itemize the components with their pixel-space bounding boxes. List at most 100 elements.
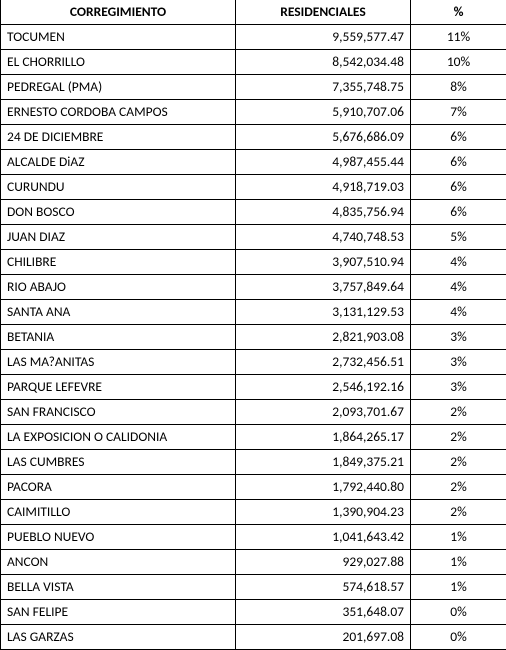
table-row: SAN FRANCISCO2,093,701.672% [1,400,506,425]
cell-percent: 3% [411,375,506,400]
table-row: ALCALDE DiAZ4,987,455.446% [1,150,506,175]
table-row: ERNESTO CORDOBA CAMPOS5,910,707.067% [1,100,506,125]
cell-percent: 8% [411,75,506,100]
cell-corregimiento: EL CHORRILLO [1,50,236,75]
cell-corregimiento: ANCON [1,550,236,575]
cell-percent: 2% [411,400,506,425]
cell-corregimiento: ERNESTO CORDOBA CAMPOS [1,100,236,125]
table-row: PUEBLO NUEVO1,041,643.421% [1,525,506,550]
cell-corregimiento: SAN FELIPE [1,600,236,625]
cell-residenciales: 4,918,719.03 [236,175,411,200]
cell-residenciales: 3,131,129.53 [236,300,411,325]
cell-corregimiento: CURUNDU [1,175,236,200]
cell-residenciales: 5,910,707.06 [236,100,411,125]
cell-corregimiento: BELLA VISTA [1,575,236,600]
cell-percent: 1% [411,550,506,575]
table-row: SAN FELIPE351,648.070% [1,600,506,625]
cell-residenciales: 4,740,748.53 [236,225,411,250]
cell-percent: 2% [411,450,506,475]
cell-percent: 5% [411,225,506,250]
table-row: JUAN DIAZ4,740,748.535% [1,225,506,250]
cell-corregimiento: TOCUMEN [1,25,236,50]
cell-percent: 6% [411,125,506,150]
cell-corregimiento: CHILIBRE [1,250,236,275]
table-header: CORREGIMIENTO RESIDENCIALES % [1,0,506,25]
header-percent: % [411,0,506,25]
cell-residenciales: 2,546,192.16 [236,375,411,400]
cell-percent: 3% [411,350,506,375]
cell-corregimiento: SAN FRANCISCO [1,400,236,425]
header-residenciales: RESIDENCIALES [236,0,411,25]
cell-residenciales: 1,792,440.80 [236,475,411,500]
cell-percent: 7% [411,100,506,125]
corregimiento-table: CORREGIMIENTO RESIDENCIALES % TOCUMEN9,5… [0,0,506,650]
cell-residenciales: 9,559,577.47 [236,25,411,50]
table-row: ANCON929,027.881% [1,550,506,575]
table-row: TOCUMEN9,559,577.4711% [1,25,506,50]
cell-residenciales: 2,732,456.51 [236,350,411,375]
table-row: 24 DE DICIEMBRE5,676,686.096% [1,125,506,150]
cell-corregimiento: 24 DE DICIEMBRE [1,125,236,150]
cell-corregimiento: JUAN DIAZ [1,225,236,250]
cell-residenciales: 929,027.88 [236,550,411,575]
table-row: DON BOSCO4,835,756.946% [1,200,506,225]
table-row: LAS GARZAS201,697.080% [1,625,506,650]
cell-percent: 2% [411,500,506,525]
cell-residenciales: 7,355,748.75 [236,75,411,100]
cell-percent: 3% [411,325,506,350]
cell-residenciales: 201,697.08 [236,625,411,650]
table-row: CURUNDU4,918,719.036% [1,175,506,200]
cell-residenciales: 2,821,903.08 [236,325,411,350]
cell-corregimiento: PUEBLO NUEVO [1,525,236,550]
table-row: PEDREGAL (PMA)7,355,748.758% [1,75,506,100]
table-row: BETANIA2,821,903.083% [1,325,506,350]
table-row: CHILIBRE3,907,510.944% [1,250,506,275]
cell-corregimiento: LAS CUMBRES [1,450,236,475]
table-header-row: CORREGIMIENTO RESIDENCIALES % [1,0,506,25]
cell-residenciales: 1,849,375.21 [236,450,411,475]
cell-corregimiento: PACORA [1,475,236,500]
cell-residenciales: 1,390,904.23 [236,500,411,525]
cell-residenciales: 4,987,455.44 [236,150,411,175]
cell-percent: 4% [411,275,506,300]
cell-percent: 6% [411,200,506,225]
cell-corregimiento: RIO ABAJO [1,275,236,300]
table-row: PARQUE LEFEVRE2,546,192.163% [1,375,506,400]
table-row: RIO ABAJO3,757,849.644% [1,275,506,300]
cell-percent: 6% [411,175,506,200]
cell-corregimiento: DON BOSCO [1,200,236,225]
cell-corregimiento: BETANIA [1,325,236,350]
cell-percent: 6% [411,150,506,175]
cell-corregimiento: PARQUE LEFEVRE [1,375,236,400]
table-row: CAIMITILLO1,390,904.232% [1,500,506,525]
cell-residenciales: 351,648.07 [236,600,411,625]
cell-corregimiento: LAS MA?ANITAS [1,350,236,375]
cell-residenciales: 2,093,701.67 [236,400,411,425]
cell-residenciales: 4,835,756.94 [236,200,411,225]
cell-percent: 2% [411,475,506,500]
cell-percent: 2% [411,425,506,450]
table-row: EL CHORRILLO8,542,034.4810% [1,50,506,75]
table-row: LA EXPOSICION O CALIDONIA1,864,265.172% [1,425,506,450]
cell-corregimiento: LAS GARZAS [1,625,236,650]
cell-percent: 4% [411,250,506,275]
cell-residenciales: 8,542,034.48 [236,50,411,75]
cell-percent: 0% [411,600,506,625]
cell-percent: 11% [411,25,506,50]
cell-corregimiento: LA EXPOSICION O CALIDONIA [1,425,236,450]
table-row: LAS MA?ANITAS2,732,456.513% [1,350,506,375]
cell-residenciales: 1,041,643.42 [236,525,411,550]
cell-percent: 1% [411,575,506,600]
cell-residenciales: 5,676,686.09 [236,125,411,150]
table-row: BELLA VISTA574,618.571% [1,575,506,600]
cell-corregimiento: CAIMITILLO [1,500,236,525]
table-body: TOCUMEN9,559,577.4711%EL CHORRILLO8,542,… [1,25,506,650]
cell-percent: 10% [411,50,506,75]
cell-corregimiento: PEDREGAL (PMA) [1,75,236,100]
cell-corregimiento: SANTA ANA [1,300,236,325]
cell-residenciales: 3,907,510.94 [236,250,411,275]
table-row: PACORA1,792,440.802% [1,475,506,500]
cell-percent: 0% [411,625,506,650]
data-table-container: CORREGIMIENTO RESIDENCIALES % TOCUMEN9,5… [0,0,506,650]
cell-residenciales: 1,864,265.17 [236,425,411,450]
